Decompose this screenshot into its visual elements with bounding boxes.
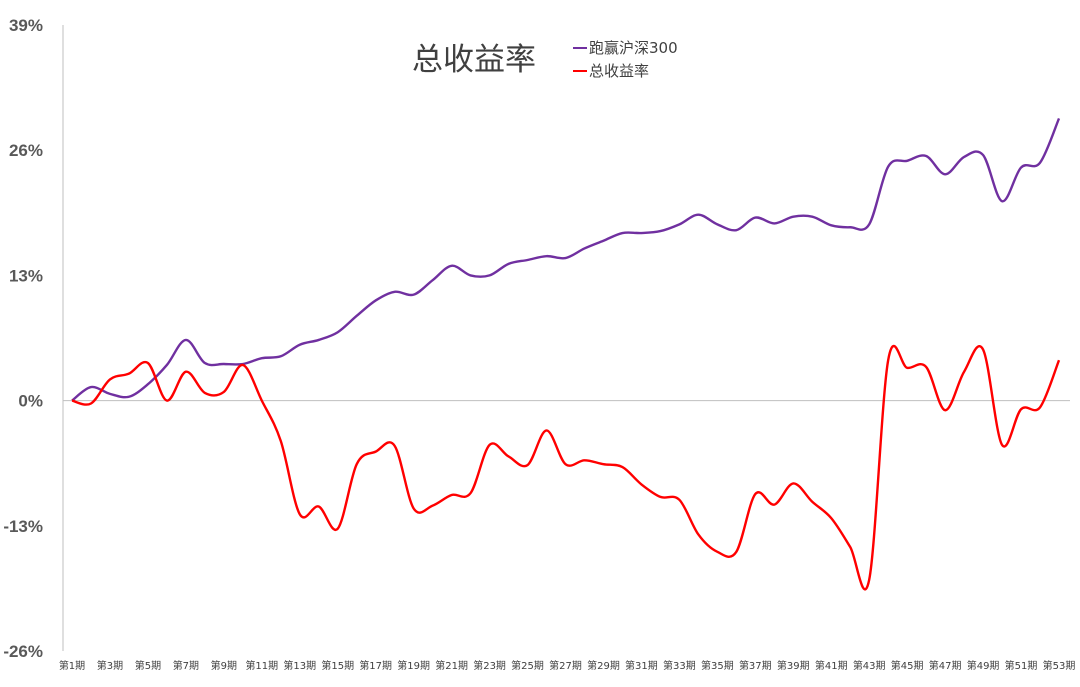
y-tick-label: 0% [18, 392, 43, 411]
x-tick-label: 第31期 [625, 659, 658, 672]
x-tick-label: 第49期 [967, 659, 1000, 672]
x-tick-label: 第43期 [853, 659, 886, 672]
series-line-total [71, 344, 1061, 591]
chart-title: 总收益率 [412, 42, 536, 78]
series-line-excess [71, 117, 1061, 402]
y-tick-label: -26% [3, 642, 43, 661]
x-tick-label: 第19期 [397, 659, 430, 672]
x-tick-label: 第33期 [663, 659, 696, 672]
x-tick-label: 第41期 [815, 659, 848, 672]
legend-label-excess: 跑赢沪深300 [589, 39, 678, 57]
x-tick-label: 第29期 [587, 659, 620, 672]
x-tick-label: 第45期 [891, 659, 924, 672]
x-tick-label: 第21期 [435, 659, 468, 672]
y-tick-label: 13% [9, 266, 43, 285]
x-tick-label: 第11期 [245, 659, 278, 672]
x-tick-label: 第23期 [473, 659, 506, 672]
x-tick-label: 第3期 [97, 659, 123, 672]
x-tick-label: 第17期 [359, 659, 392, 672]
y-tick-label: 39% [9, 16, 43, 35]
y-tick-label: -13% [3, 517, 43, 536]
x-tick-label: 第15期 [321, 659, 354, 672]
legend: 跑赢沪深300 总收益率 [573, 39, 678, 80]
y-tick-labels: 39% 26% 13% 0% -13% -26% [3, 16, 43, 661]
x-tick-label: 第51期 [1005, 659, 1038, 672]
x-tick-label: 第1期 [59, 659, 85, 672]
x-tick-label: 第53期 [1043, 659, 1076, 672]
x-tick-label: 第9期 [211, 659, 237, 672]
x-tick-label: 第39期 [777, 659, 810, 672]
x-tick-label: 第35期 [701, 659, 734, 672]
series-lines [71, 117, 1061, 591]
x-tick-label: 第7期 [173, 659, 199, 672]
x-tick-label: 第47期 [929, 659, 962, 672]
legend-label-total: 总收益率 [589, 62, 649, 80]
x-tick-label: 第25期 [511, 659, 544, 672]
x-tick-label: 第37期 [739, 659, 772, 672]
x-tick-label: 第27期 [549, 659, 582, 672]
x-tick-labels: 第1期 第3期 第5期 第7期 第9期 第11期 第13期 第15期 第17期 第19期 第21期第… [59, 659, 1076, 672]
x-tick-label: 第13期 [283, 659, 316, 672]
x-tick-label: 第5期 [135, 659, 161, 672]
y-tick-label: 26% [9, 141, 43, 160]
